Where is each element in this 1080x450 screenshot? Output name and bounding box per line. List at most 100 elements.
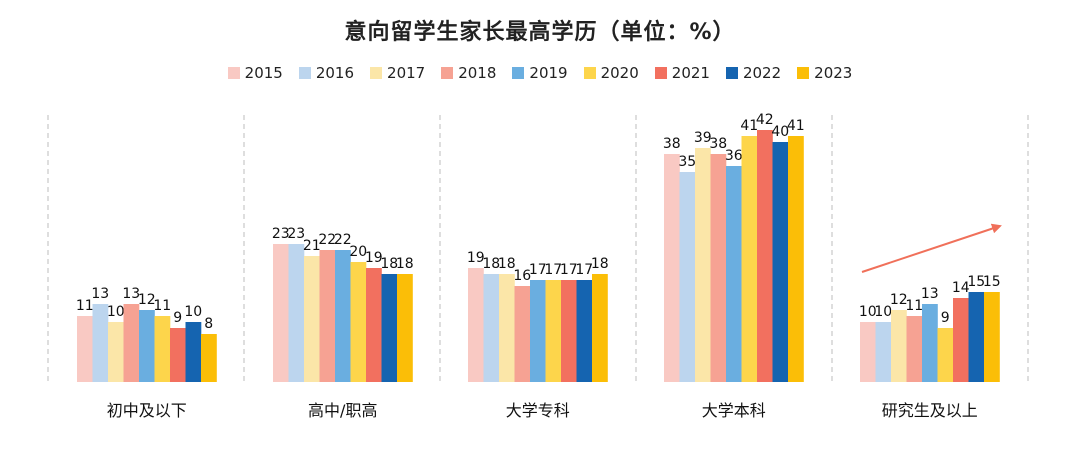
bar-2018-2 <box>514 286 531 382</box>
bar-2020-4 <box>937 328 954 382</box>
value-label: 18 <box>591 256 609 272</box>
bar-2021-1 <box>366 268 382 382</box>
value-label: 10 <box>859 304 877 320</box>
bar-2015-2 <box>468 268 484 382</box>
bar-2017-0 <box>108 322 124 382</box>
category-label: 初中及以下 <box>107 401 187 420</box>
legend-item-2019: 2019 <box>512 64 568 82</box>
legend-swatch <box>227 67 240 79</box>
bar-2021-2 <box>561 280 577 382</box>
value-label: 13 <box>921 286 939 302</box>
value-label: 38 <box>709 136 727 152</box>
value-label: 18 <box>396 256 414 272</box>
bar-2018-3 <box>710 154 727 382</box>
bar-2015-4 <box>860 322 876 382</box>
legend-label: 2020 <box>600 64 639 82</box>
value-label: 19 <box>467 250 485 266</box>
legend-swatch <box>441 67 454 79</box>
value-label: 20 <box>349 244 367 260</box>
bar-2017-2 <box>499 274 515 382</box>
bar-2016-2 <box>483 274 500 382</box>
bar-2017-1 <box>304 256 320 382</box>
bar-2016-0 <box>92 304 109 382</box>
legend-swatch <box>583 67 596 79</box>
legend-label: 2017 <box>387 64 426 82</box>
value-label: 10 <box>107 304 125 320</box>
value-label: 17 <box>544 262 562 278</box>
bar-2023-1 <box>397 274 413 382</box>
category-label: 研究生及以上 <box>882 401 978 420</box>
value-label: 17 <box>575 262 593 278</box>
bar-2019-0 <box>139 310 155 382</box>
value-label: 41 <box>787 118 805 134</box>
bar-2018-4 <box>906 316 923 382</box>
category-label: 大学专科 <box>506 401 570 420</box>
value-label: 10 <box>874 304 892 320</box>
bar-2022-2 <box>576 280 593 382</box>
value-label: 18 <box>482 256 500 272</box>
value-label: 17 <box>560 262 578 278</box>
value-label: 9 <box>173 310 182 326</box>
legend-label: 2016 <box>315 64 355 82</box>
bar-2022-3 <box>772 142 789 382</box>
bar-2015-3 <box>664 154 680 382</box>
bar-2023-2 <box>592 274 608 382</box>
bar-2023-4 <box>984 292 1000 382</box>
value-label: 18 <box>380 256 398 272</box>
bar-2022-1 <box>381 274 398 382</box>
legend-label: 2015 <box>244 64 283 82</box>
value-label: 40 <box>771 124 789 140</box>
bar-2016-3 <box>679 172 696 382</box>
bar-2022-4 <box>968 292 985 382</box>
legend-swatch <box>298 67 311 79</box>
bar-2020-3 <box>741 136 758 382</box>
legend-item-2020: 2020 <box>583 64 639 82</box>
legend-swatch <box>654 67 667 79</box>
legend-item-2023: 2023 <box>797 64 852 82</box>
value-label: 17 <box>529 262 547 278</box>
value-label: 36 <box>725 148 743 164</box>
value-label: 13 <box>122 286 140 302</box>
bar-2021-4 <box>953 298 969 382</box>
legend-item-2017: 2017 <box>370 64 425 82</box>
legend-item-2016: 2016 <box>298 64 355 82</box>
value-label: 11 <box>905 298 923 314</box>
bar-2016-4 <box>875 322 892 382</box>
bar-2020-0 <box>154 316 171 382</box>
bar-2017-4 <box>891 310 907 382</box>
value-label: 35 <box>678 154 696 170</box>
legend-label: 2018 <box>458 64 497 82</box>
value-label: 8 <box>204 316 213 332</box>
category-label: 高中/职高 <box>308 401 377 420</box>
bar-2019-4 <box>922 304 938 382</box>
bar-2020-2 <box>545 280 562 382</box>
bar-2022-0 <box>185 322 202 382</box>
value-label: 39 <box>694 130 712 146</box>
bar-2019-3 <box>726 166 742 382</box>
bar-2015-1 <box>273 244 289 382</box>
value-label: 22 <box>334 232 352 248</box>
legend-label: 2021 <box>671 64 710 82</box>
value-label: 18 <box>498 256 516 272</box>
legend: 2015 2016 2017 2018 2019 2020 2021 2022 2023 <box>0 64 1080 82</box>
legend-swatch <box>370 67 383 79</box>
bar-2015-0 <box>77 316 93 382</box>
value-label: 11 <box>76 298 94 314</box>
chart-title: 意向留学生家长最高学历（单位：%） <box>344 20 736 45</box>
value-label: 12 <box>138 292 156 308</box>
legend-swatch <box>725 67 738 79</box>
legend-swatch <box>512 67 525 79</box>
bar-2017-3 <box>695 148 711 382</box>
legend-item-2022: 2022 <box>725 64 781 82</box>
value-label: 14 <box>952 280 970 296</box>
value-label: 22 <box>318 232 336 248</box>
legend-label: 2023 <box>814 64 853 82</box>
bar-2021-3 <box>757 130 773 382</box>
value-label: 11 <box>153 298 171 314</box>
legend-item-2018: 2018 <box>441 64 496 82</box>
value-label: 10 <box>184 304 202 320</box>
value-label: 16 <box>513 268 531 284</box>
value-label: 23 <box>287 226 305 242</box>
